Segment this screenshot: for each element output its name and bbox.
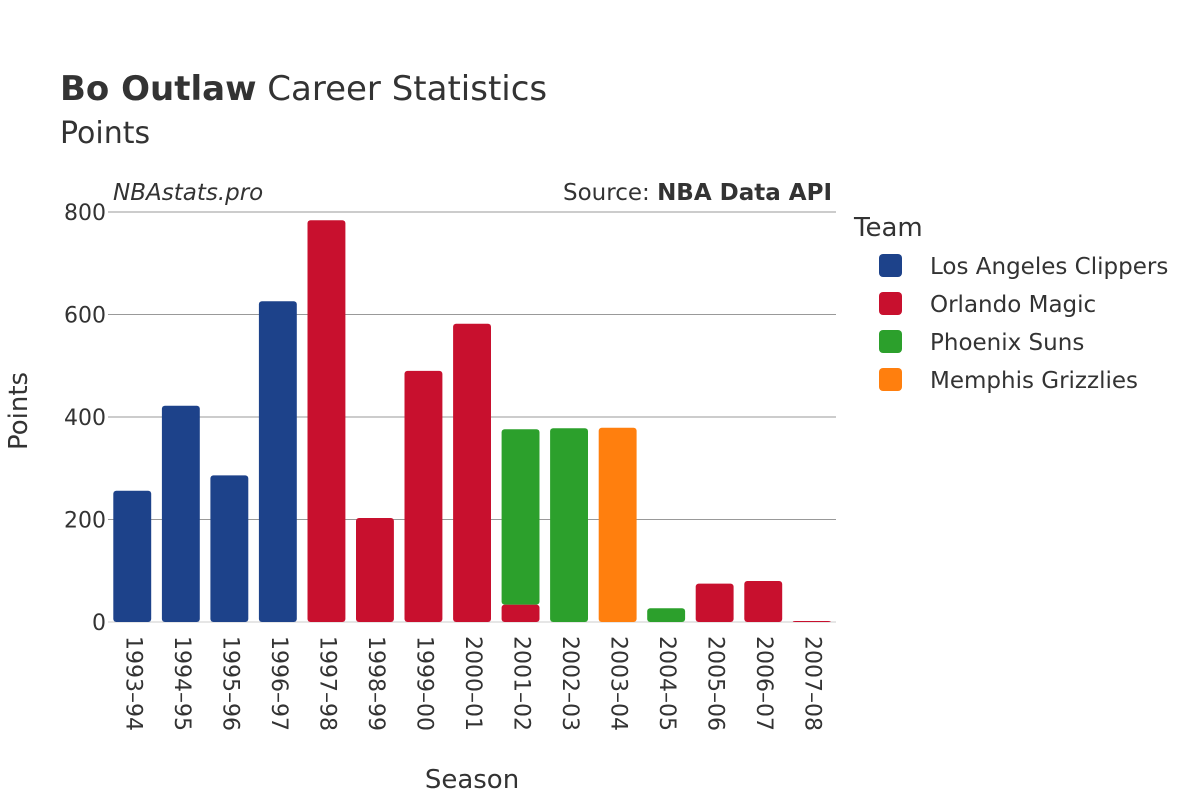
legend-swatch bbox=[879, 368, 902, 391]
legend: Los Angeles Clippers Orlando Magic Phoenix… bbox=[879, 254, 1168, 394]
watermark: NBAstats.pro bbox=[113, 180, 263, 206]
x-tick-label: 2001–02 bbox=[509, 636, 534, 731]
legend-item: Orlando Magic bbox=[930, 292, 1096, 318]
x-tick-label: 1999–00 bbox=[411, 636, 436, 731]
y-tick-labels: 0 200 400 600 800 bbox=[64, 201, 106, 636]
bar bbox=[792, 621, 831, 622]
bar bbox=[501, 429, 540, 605]
bar bbox=[501, 604, 540, 622]
bar bbox=[404, 370, 443, 622]
bar bbox=[210, 475, 249, 622]
bar bbox=[307, 220, 346, 622]
player-name: Bo Outlaw bbox=[60, 69, 256, 109]
x-tick-label: 2006–07 bbox=[751, 636, 776, 731]
legend-item: Memphis Grizzlies bbox=[930, 368, 1138, 394]
legend-item: Los Angeles Clippers bbox=[930, 254, 1168, 280]
x-tick-label: 2000–01 bbox=[460, 636, 485, 731]
legend-item: Phoenix Suns bbox=[930, 330, 1084, 356]
bar bbox=[598, 427, 637, 622]
x-tick-label: 1997–98 bbox=[314, 636, 339, 731]
x-tick-label: 2005–06 bbox=[703, 636, 728, 731]
x-tick-label: 2007–08 bbox=[800, 636, 825, 731]
legend-title: Team bbox=[853, 213, 923, 243]
bar bbox=[453, 323, 491, 622]
x-tick-label: 2003–04 bbox=[606, 636, 631, 731]
legend-swatch bbox=[879, 292, 902, 315]
source-label: Source: NBA Data API bbox=[563, 180, 832, 206]
y-tick-label: 800 bbox=[64, 201, 106, 226]
y-tick-label: 600 bbox=[64, 304, 106, 329]
x-tick-label: 2002–03 bbox=[557, 636, 582, 731]
legend-swatch bbox=[879, 254, 902, 277]
y-tick-label: 0 bbox=[92, 611, 106, 636]
x-tick-label: 1996–97 bbox=[266, 636, 291, 731]
legend-swatch bbox=[879, 330, 902, 353]
bar bbox=[161, 405, 200, 622]
source-name: NBA Data API bbox=[657, 180, 832, 206]
y-tick-label: 200 bbox=[64, 509, 106, 534]
x-tick-labels: 1993–94 1994–95 1995–96 1996–97 1997–98 1998–… bbox=[120, 636, 824, 731]
chart-title: Bo Outlaw Career Statistics bbox=[60, 69, 547, 109]
bar bbox=[647, 608, 686, 622]
x-axis-title: Season bbox=[425, 765, 519, 795]
y-tick-label: 400 bbox=[64, 406, 106, 431]
x-tick-label: 1998–99 bbox=[363, 636, 388, 731]
x-tick-label: 2004–05 bbox=[654, 636, 679, 731]
title-suffix: Career Statistics bbox=[256, 69, 547, 109]
bar bbox=[550, 428, 588, 622]
y-axis-title: Points bbox=[4, 372, 34, 450]
x-tick-label: 1994–95 bbox=[169, 636, 194, 731]
bar bbox=[744, 581, 783, 622]
bar bbox=[356, 518, 394, 622]
bars bbox=[113, 220, 831, 622]
chart-subtitle: Points bbox=[60, 116, 150, 151]
bar bbox=[258, 301, 297, 622]
source-prefix: Source: bbox=[563, 180, 657, 206]
x-tick-label: 1995–96 bbox=[217, 636, 242, 731]
bar bbox=[113, 490, 152, 622]
bar bbox=[695, 583, 734, 622]
x-tick-label: 1993–94 bbox=[120, 636, 145, 731]
